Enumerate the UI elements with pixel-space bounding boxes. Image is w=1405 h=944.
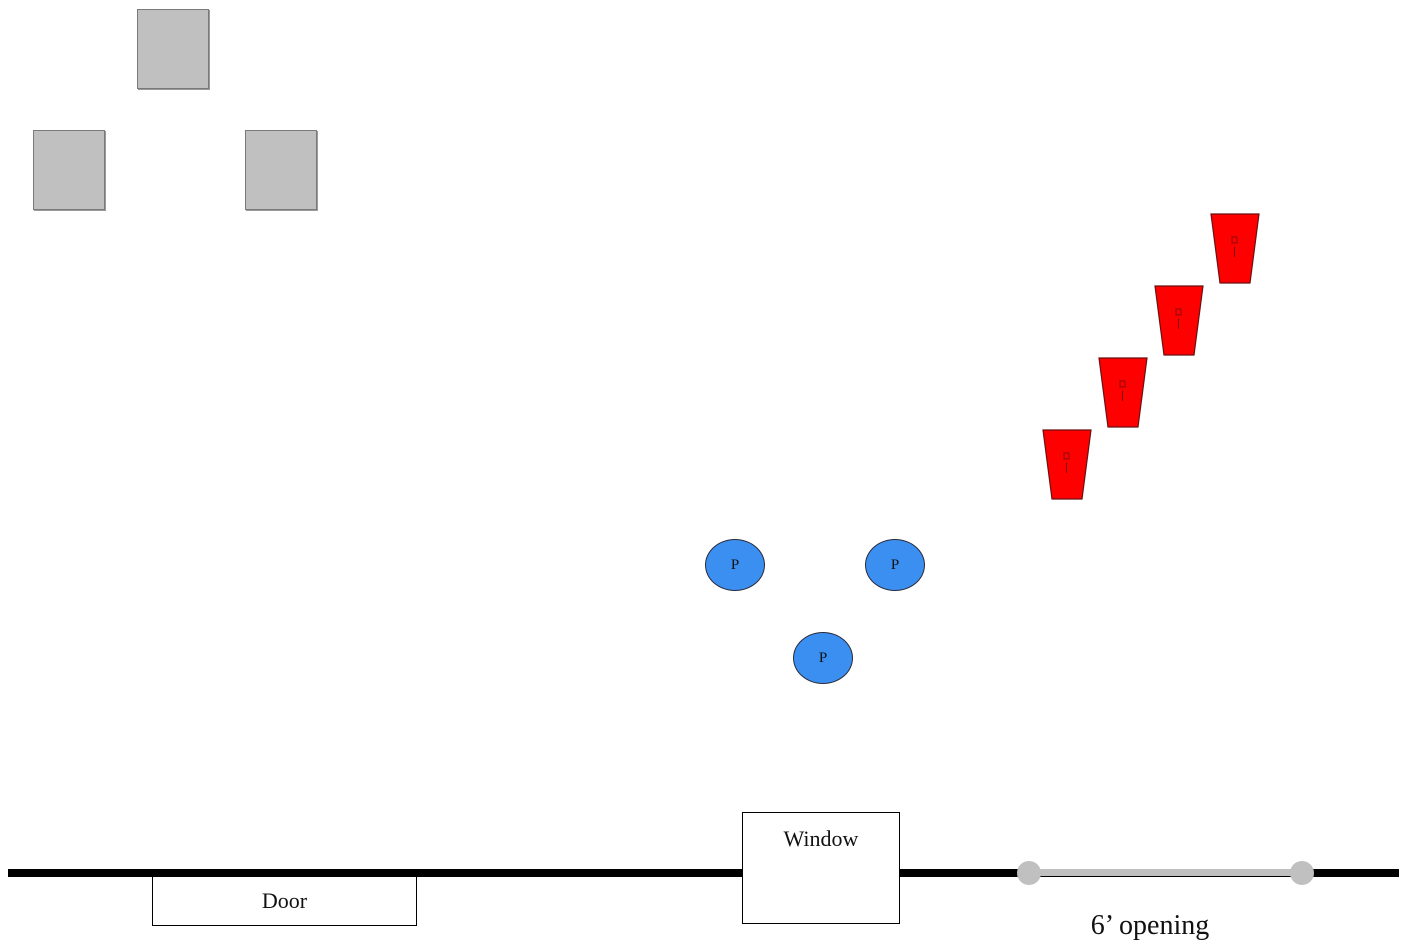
door: Door <box>152 876 417 926</box>
window-label: Window <box>783 826 859 851</box>
door-label: Door <box>261 888 308 913</box>
cone-1 <box>1210 213 1260 285</box>
wall-line <box>8 869 1399 877</box>
player-marker-right: P <box>865 539 925 591</box>
crate-top <box>137 9 209 89</box>
crate-left <box>33 130 105 210</box>
crate-right <box>245 130 317 210</box>
player-label: P <box>890 556 900 573</box>
player-label: P <box>818 649 828 666</box>
opening-end-right <box>1290 861 1314 885</box>
player-marker-bottom: P <box>793 632 853 684</box>
cone-2 <box>1154 285 1204 357</box>
player-marker-left: P <box>705 539 765 591</box>
opening-segment <box>1028 869 1302 876</box>
opening-label: 6’ opening <box>1090 910 1210 941</box>
opening-end-left <box>1017 861 1041 885</box>
cone-3 <box>1098 357 1148 429</box>
player-label: P <box>730 556 740 573</box>
cone-4 <box>1042 429 1092 501</box>
window: Window <box>742 812 900 924</box>
